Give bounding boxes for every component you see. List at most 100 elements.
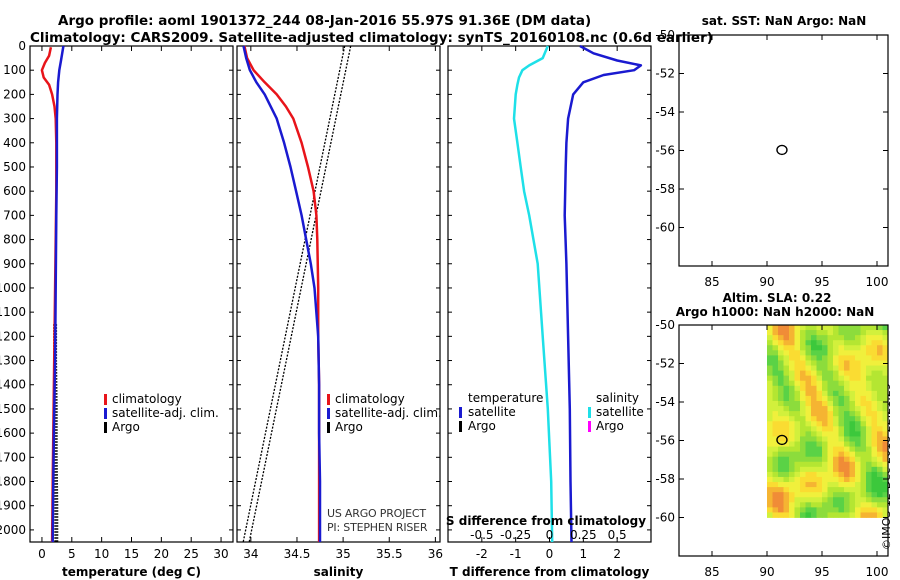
sla-field-cell <box>772 395 779 402</box>
sla-field-cell <box>844 426 850 432</box>
depth-tick-label: 1100 <box>0 305 26 319</box>
salinity-legend-label: climatology <box>335 392 405 406</box>
sst_map-ytick-label: -58 <box>655 182 675 196</box>
sla-field-cell <box>811 451 817 458</box>
sla-field-cell <box>816 466 823 473</box>
sla-field-cell <box>794 471 801 478</box>
sla-field-cell <box>866 370 872 377</box>
sla-field-cell <box>849 492 856 498</box>
sla-field-cell <box>767 411 773 417</box>
sla-field-cell <box>855 487 861 493</box>
sla-field-cell <box>882 441 889 447</box>
sla-field-cell <box>811 436 817 442</box>
sla-field-cell <box>767 426 773 432</box>
sla-field-cell <box>866 365 872 371</box>
sla-field-cell <box>816 426 823 432</box>
sla-field-cell <box>855 375 861 382</box>
sla-field-cell <box>767 416 773 422</box>
sla-field-cell <box>816 421 823 427</box>
sla-field-cell <box>838 385 845 392</box>
sla-field-cell <box>844 441 850 447</box>
sla-field-cell <box>778 360 784 366</box>
sla-field-cell <box>855 421 861 427</box>
sla-field-cell <box>855 426 861 432</box>
sla-field-cell <box>822 466 828 473</box>
sla-field-cell <box>882 380 889 387</box>
sla-field-cell <box>844 365 850 371</box>
sla-field-cell <box>860 482 867 488</box>
sla-field-cell <box>805 421 812 427</box>
sla-field-cell <box>816 335 823 341</box>
sla-field-cell <box>789 365 795 371</box>
sla-field-cell <box>849 365 856 371</box>
sla-field-cell <box>860 466 867 473</box>
sla-field-cell <box>811 476 817 483</box>
sla-field-cell <box>767 466 773 473</box>
sla-field-cell <box>816 482 823 488</box>
sla-field-cell <box>794 426 801 432</box>
sla-field-cell <box>882 335 889 341</box>
sla-field-cell <box>822 476 828 483</box>
sla-field-cell <box>811 325 817 331</box>
sla-field-cell <box>855 350 861 356</box>
sla-field-cell <box>778 446 784 453</box>
sla-field-cell <box>882 466 889 473</box>
sla-field-cell <box>816 355 823 361</box>
sla-field-cell <box>783 325 790 331</box>
sla-field-cell <box>882 497 889 503</box>
sla-field-cell <box>871 492 878 498</box>
sla-field-cell <box>877 461 883 468</box>
depth-tick-label: 1900 <box>0 499 26 513</box>
sla-field-cell <box>838 426 845 432</box>
sla-field-cell <box>849 395 856 402</box>
sla-field-cell <box>789 375 795 382</box>
sla-field-cell <box>838 466 845 473</box>
sla-field-cell <box>871 466 878 473</box>
sla-field-cell <box>822 497 828 503</box>
sla-field-cell <box>783 456 790 463</box>
sla-field-cell <box>800 446 806 453</box>
sla-field-cell <box>772 350 779 356</box>
sla_map-ytick-label: -54 <box>655 395 675 409</box>
sla-field-cell <box>871 451 878 458</box>
sla-field-cell <box>871 471 878 478</box>
sla-field-cell <box>844 436 850 442</box>
sla-field-cell <box>767 395 773 402</box>
sla-field-cell <box>855 335 861 341</box>
sla-field-cell <box>778 370 784 377</box>
sla-field-cell <box>871 507 878 513</box>
sla-field-cell <box>811 416 817 422</box>
sla-field-cell <box>772 436 779 442</box>
sla-field-cell <box>866 355 872 361</box>
sla-field-cell <box>778 431 784 437</box>
sla-field-cell <box>860 385 867 392</box>
sla-field-cell <box>882 325 889 331</box>
sla-field-cell <box>849 471 856 478</box>
sla-field-cell <box>772 431 779 437</box>
sla-field-cell <box>866 345 872 351</box>
sla-field-cell <box>871 411 878 417</box>
sla-field-cell <box>778 476 784 483</box>
sla-field-cell <box>822 446 828 453</box>
sla-field-cell <box>866 390 872 397</box>
sla-field-cell <box>882 431 889 437</box>
sla-field-cell <box>838 375 845 382</box>
sla-field-cell <box>827 471 834 478</box>
sla-field-cell <box>789 426 795 432</box>
sla-field-cell <box>882 375 889 382</box>
sla-field-cell <box>833 406 839 412</box>
sla-field-cell <box>838 512 845 518</box>
sla-field-cell <box>866 461 872 468</box>
sla-field-cell <box>772 487 779 493</box>
sla-field-cell <box>866 375 872 382</box>
sla-field-cell <box>838 471 845 478</box>
depth-tick-label: 1600 <box>0 426 26 440</box>
sla-field-cell <box>789 492 795 498</box>
sla-field-cell <box>849 330 856 336</box>
sla-field-cell <box>833 471 839 478</box>
depth-tick-label: 800 <box>3 233 26 247</box>
sla-field-cell <box>860 390 867 397</box>
sla-field-cell <box>800 395 806 402</box>
sla-field-cell <box>805 461 812 468</box>
sla-field-cell <box>767 330 773 336</box>
